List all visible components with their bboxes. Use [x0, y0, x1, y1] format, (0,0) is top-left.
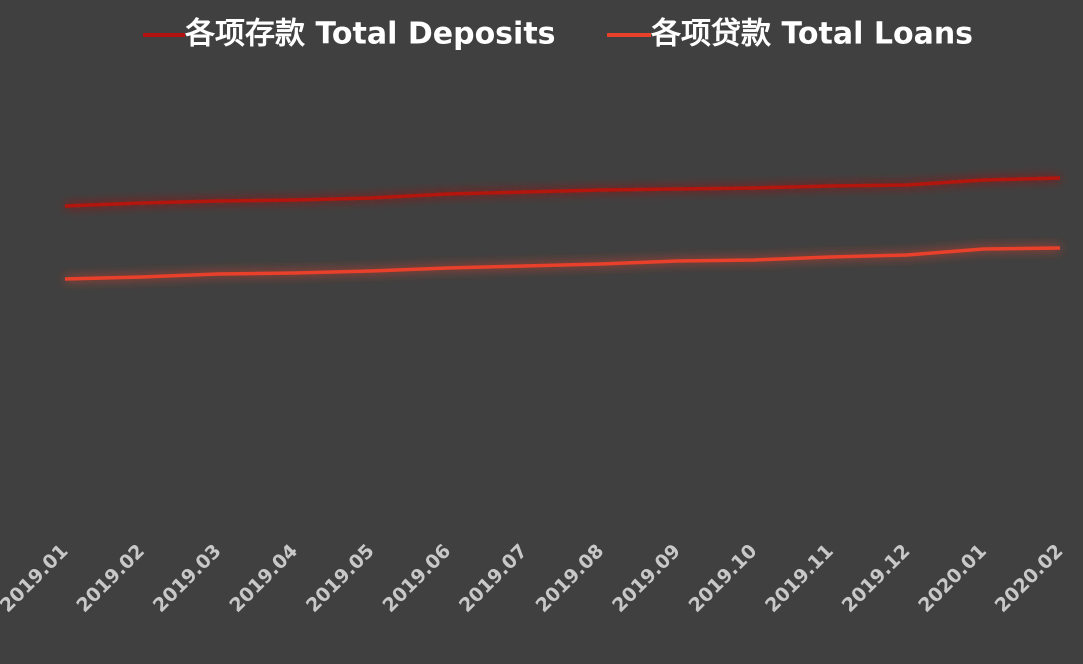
legend-label: 各项贷款 Total Loans [650, 17, 973, 52]
series-line [64, 246, 1061, 281]
series-line [64, 176, 1061, 208]
legend-label: 各项存款 Total Deposits [184, 17, 556, 52]
